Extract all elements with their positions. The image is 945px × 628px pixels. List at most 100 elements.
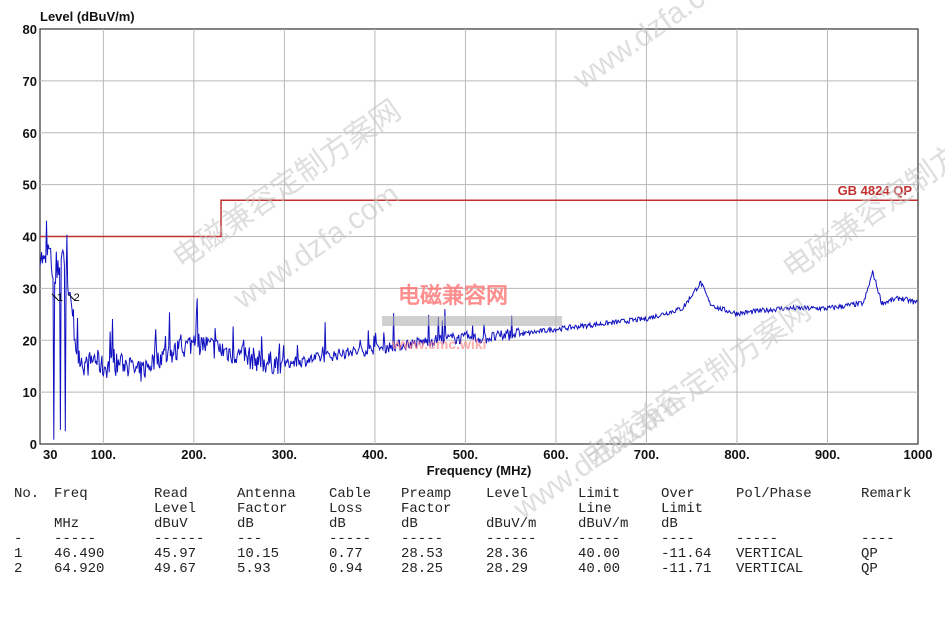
table-cell: 40.00 (578, 546, 621, 562)
table-cell (861, 517, 921, 532)
table-cell: Factor (237, 501, 288, 517)
x-tick-label: 100. (91, 447, 116, 462)
table-cell: Preamp (401, 486, 452, 502)
table-cell (486, 502, 578, 517)
x-tick-label: 500. (453, 447, 478, 462)
x-tick-label: 800. (724, 447, 749, 462)
table-cell: Limit (661, 501, 704, 517)
table-cell: 45.97 (154, 546, 197, 562)
limit-line (40, 199, 918, 238)
table-cell: dBuV (154, 516, 188, 532)
y-tick-label: 40 (23, 230, 37, 245)
table-cell: Loss (329, 501, 363, 517)
table-cell: Pol/Phase (736, 486, 812, 502)
y-tick-label: 80 (23, 22, 37, 37)
table-cell: 10.15 (237, 546, 280, 562)
x-tick-label: 600. (543, 447, 568, 462)
table-cell (736, 517, 861, 532)
table-cell: 5.93 (237, 561, 271, 577)
table-cell: Factor (401, 501, 452, 517)
table-cell: 0.94 (329, 561, 363, 577)
table-cell: - (14, 531, 23, 547)
table-cell: ------ (486, 531, 537, 547)
marker-label: 2 (74, 292, 80, 304)
x-tick-label: 30 (43, 447, 57, 462)
y-tick-label: 10 (23, 385, 37, 400)
x-tick-label: 900. (815, 447, 840, 462)
table-header-row: Level Factor Loss Factor Line Limit (14, 502, 921, 517)
peak-marker (51, 293, 59, 301)
table-cell: 2 (14, 561, 23, 577)
limit-line-label: GB 4824 QP (838, 183, 913, 198)
x-axis-label: Frequency (MHz) (427, 463, 532, 478)
table-cell: ----- (54, 531, 97, 547)
table-cell: dBuV/m (486, 516, 537, 532)
x-tick-label: 400. (362, 447, 387, 462)
peak-marker (68, 293, 75, 301)
y-tick-label: 30 (23, 281, 37, 296)
table-cell: dBuV/m (578, 516, 629, 532)
table-cell: 46.490 (54, 546, 105, 562)
table-cell: 28.36 (486, 546, 529, 562)
table-cell: ----- (736, 531, 779, 547)
table-cell: 49.67 (154, 561, 197, 577)
table-cell (14, 502, 54, 517)
table-cell: MHz (54, 516, 80, 532)
table-cell: ------ (154, 531, 205, 547)
y-tick-label: 70 (23, 74, 37, 89)
table-cell: Remark (861, 486, 912, 502)
watermark-url: www.emc.wiki (392, 336, 487, 352)
table-header-row: MHz dBuV dB dB dB dBuV/m dBuV/m dB (14, 517, 921, 532)
table-cell: QP (861, 561, 878, 577)
table-cell: Limit (578, 486, 621, 502)
table-cell: ----- (578, 531, 621, 547)
table-cell: dB (329, 516, 346, 532)
table-cell: dB (237, 516, 254, 532)
table-cell (736, 502, 861, 517)
table-cell (861, 502, 921, 517)
table-cell: --- (237, 531, 263, 547)
measurement-table: No. Freq Read Antenna Cable Preamp Level Limit O… (14, 487, 921, 577)
table-cell: ---- (661, 531, 695, 547)
y-tick-label: 60 (23, 126, 37, 141)
table-cell: 40.00 (578, 561, 621, 577)
watermark-bar (382, 316, 562, 326)
emission-trace (39, 220, 918, 440)
table-cell: Read (154, 486, 188, 502)
table-cell: QP (861, 546, 878, 562)
table-row: 2 64.920 49.67 5.93 0.94 28.25 28.29 40.00 -11.7… (14, 562, 921, 577)
table-cell: dB (661, 516, 678, 532)
watermark-logo: 电磁兼容网 (398, 284, 509, 309)
table-cell (14, 517, 54, 532)
table-cell: 28.25 (401, 561, 444, 577)
table-cell: Freq (54, 486, 88, 502)
x-tick-label: 1000 (904, 447, 933, 462)
table-cell: VERTICAL (736, 546, 804, 562)
table-row: 1 46.490 45.97 10.15 0.77 28.53 28.36 40.00 -11.… (14, 547, 921, 562)
table-cell: Cable (329, 486, 372, 502)
table-header-row: No. Freq Read Antenna Cable Preamp Level Limit O… (14, 487, 921, 502)
marker-label: 1 (57, 292, 63, 304)
table-cell: Over (661, 486, 695, 502)
table-cell: ---- (861, 531, 895, 547)
table-cell: ----- (401, 531, 444, 547)
table-cell: dB (401, 516, 418, 532)
y-tick-label: 50 (23, 178, 37, 193)
table-cell: -11.64 (661, 546, 712, 562)
x-tick-label: 700. (634, 447, 659, 462)
table-cell: 1 (14, 546, 23, 562)
table-cell: VERTICAL (736, 561, 804, 577)
table-cell: Antenna (237, 486, 296, 502)
table-cell: -11.71 (661, 561, 712, 577)
x-tick-label: 200. (181, 447, 206, 462)
y-tick-label: 20 (23, 333, 37, 348)
y-axis-label: Level (dBuV/m) (40, 9, 135, 24)
table-cell: Level (154, 501, 197, 517)
emission-chart: 30 100. 200. 300. 400. 500. 600. 700. 800. 900. 10… (23, 9, 933, 478)
y-tick-label: 0 (30, 437, 37, 452)
table-cell: 28.29 (486, 561, 529, 577)
table-header-row: - ----- ------ --- ----- ----- ------ ----- ----… (14, 532, 921, 547)
table-cell: 64.920 (54, 561, 105, 577)
table-cell: ----- (329, 531, 372, 547)
table-cell: Level (486, 486, 529, 502)
